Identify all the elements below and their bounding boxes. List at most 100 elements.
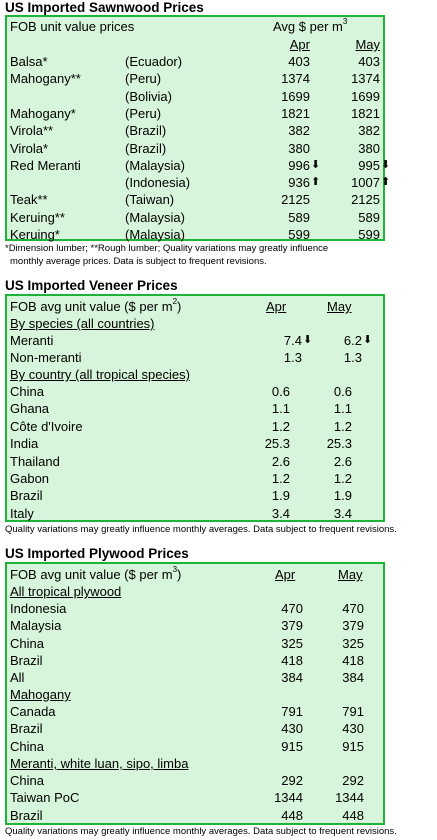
row-may-value: 0.6 bbox=[333, 384, 352, 399]
row-apr-value: 915 bbox=[281, 738, 303, 754]
veneer-col-may: May bbox=[327, 299, 352, 314]
row-apr-value: 1374 bbox=[281, 71, 310, 87]
row-may-value: 470 bbox=[342, 601, 364, 616]
row-country: Indonesia bbox=[10, 601, 67, 616]
table-row: (Bolivia) 1699 1699 bbox=[7, 88, 383, 105]
up-arrow-icon: ⬆ bbox=[381, 176, 391, 189]
veneer-header-left: FOB avg unit value ($ per m2) bbox=[10, 297, 182, 315]
plywood-note: Quality variations may greatly influence… bbox=[5, 826, 397, 837]
table-row: Red Meranti (Malaysia) 996 ⬇ 995 ⬇ bbox=[7, 157, 391, 174]
row-country: Ghana bbox=[10, 401, 50, 417]
row-may-value: 1699 bbox=[351, 88, 380, 104]
table-row: Keruing** (Malaysia) 589 589 bbox=[7, 209, 383, 226]
row-apr-value: 589 bbox=[288, 209, 310, 225]
row-apr-value: 448 bbox=[281, 807, 303, 823]
row-apr-value: 791 bbox=[281, 704, 303, 719]
row-apr-value: 430 bbox=[281, 721, 303, 737]
row-apr-value: 936 ⬆ bbox=[288, 175, 321, 191]
row-apr-value: 380 bbox=[288, 140, 310, 156]
row-may-value: 1.1 bbox=[333, 401, 352, 417]
plywood-col-apr: Apr bbox=[275, 567, 296, 582]
row-country: China bbox=[10, 635, 44, 651]
table-row: Balsa* (Ecuador) 403 403 bbox=[7, 53, 383, 70]
row-may-value: 1.2 bbox=[333, 418, 352, 434]
row-apr-value: 1821 bbox=[281, 105, 310, 121]
row-may-value: 3.4 bbox=[333, 505, 352, 521]
row-species: Non-meranti bbox=[10, 350, 82, 365]
row-may-value: 25.3 bbox=[326, 436, 352, 452]
row-country: (Taiwan) bbox=[125, 192, 175, 208]
row-apr-value: 1699 bbox=[281, 88, 310, 104]
plywood-title: US Imported Plywood Prices bbox=[5, 546, 189, 561]
table-row: All 384 384 bbox=[7, 669, 383, 686]
row-may-value: 2.6 bbox=[333, 453, 352, 469]
row-apr-value: 403 bbox=[288, 54, 310, 69]
col-apr: Apr bbox=[289, 37, 310, 52]
row-apr-value: 7.4 ⬇ bbox=[283, 333, 313, 348]
row-product: Red Meranti bbox=[10, 157, 81, 173]
row-product: Virola** bbox=[10, 123, 54, 139]
row-may-value: 915 bbox=[342, 738, 364, 754]
row-country: Brazil bbox=[10, 488, 43, 504]
row-may-value: 1.9 bbox=[333, 488, 352, 504]
sawnwood-note-1: *Dimension lumber; **Rough lumber; Quali… bbox=[5, 243, 329, 254]
row-country: All bbox=[10, 670, 25, 686]
row-may-value: 995 ⬇ bbox=[358, 157, 391, 173]
row-apr-value: 25.3 bbox=[264, 436, 290, 452]
row-product: Keruing* bbox=[10, 227, 60, 242]
table-row: Thailand 2.6 2.6 bbox=[7, 453, 383, 470]
row-country: (Malaysia) bbox=[125, 209, 185, 225]
row-country: Brazil bbox=[10, 721, 43, 737]
row-country: (Malaysia) bbox=[125, 157, 185, 173]
row-country: (Brazil) bbox=[125, 140, 167, 156]
veneer-note: Quality variations may greatly influence… bbox=[5, 524, 397, 535]
row-country: Côte d'Ivoire bbox=[10, 418, 83, 434]
table-row: Gabon 1.2 1.2 bbox=[7, 470, 383, 487]
row-country: (Malaysia) bbox=[125, 227, 185, 242]
row-product: Virola* bbox=[10, 140, 49, 156]
row-apr-value: 1344 bbox=[274, 790, 303, 806]
sawnwood-header-left: FOB unit value prices bbox=[10, 19, 135, 34]
veneer-group-country: By country (all tropical species) bbox=[10, 367, 190, 382]
table-row: Teak** (Taiwan) 2125 2125 bbox=[7, 191, 383, 208]
plywood-table: FOB avg unit value ($ per m3) Apr May Al… bbox=[5, 562, 385, 825]
row-species: Meranti bbox=[10, 333, 54, 348]
row-may-value: 1344 bbox=[335, 790, 364, 806]
plywood-group-all: All tropical plywood bbox=[10, 584, 122, 599]
table-row: Mahogany** (Peru) 1374 1374 bbox=[7, 70, 383, 87]
row-country: (Bolivia) bbox=[125, 88, 172, 104]
row-apr-value: 0.6 bbox=[271, 384, 290, 399]
row-apr-value: 1.9 bbox=[271, 488, 290, 504]
row-product: Mahogany* bbox=[10, 105, 76, 121]
sawnwood-table: FOB unit value prices Avg $ per m3 Apr M… bbox=[5, 15, 391, 242]
veneer-group-species: By species (all countries) bbox=[10, 316, 155, 331]
table-row: India 25.3 25.3 bbox=[7, 435, 383, 452]
row-apr-value: 418 bbox=[281, 652, 303, 668]
table-row: China 0.6 0.6 bbox=[7, 383, 383, 400]
table-row: China 292 292 bbox=[7, 772, 383, 789]
row-apr-value: 1.2 bbox=[271, 418, 290, 434]
down-arrow-icon: ⬇ bbox=[381, 158, 391, 171]
row-country: Malaysia bbox=[10, 618, 62, 634]
table-row: Virola** (Brazil) 382 382 bbox=[7, 122, 383, 139]
veneer-header: FOB avg unit value ($ per m2) Apr May bbox=[7, 298, 383, 315]
down-arrow-icon: ⬇ bbox=[363, 334, 373, 346]
sawnwood-header-right: Avg $ per m3 bbox=[273, 17, 348, 35]
table-row: Italy 3.4 3.4 bbox=[7, 505, 383, 522]
row-may-value: 791 bbox=[342, 704, 364, 719]
row-apr-value: 325 bbox=[281, 635, 303, 651]
row-apr-value: 292 bbox=[281, 773, 303, 788]
row-apr-value: 2125 bbox=[281, 192, 310, 208]
plywood-group-mahogany: Mahogany bbox=[10, 687, 71, 702]
row-may-value: 2125 bbox=[351, 192, 380, 208]
row-may-value: 1.3 bbox=[343, 350, 362, 365]
table-row: Mahogany* (Peru) 1821 1821 bbox=[7, 105, 383, 122]
row-may-value: 1821 bbox=[351, 105, 380, 121]
row-apr-value: 1.1 bbox=[271, 401, 290, 417]
veneer-table: FOB avg unit value ($ per m2) Apr May By… bbox=[5, 294, 385, 522]
row-may-value: 292 bbox=[342, 773, 364, 788]
table-row: Malaysia 379 379 bbox=[7, 617, 383, 634]
plywood-group-meranti: Meranti, white luan, sipo, limba bbox=[10, 756, 189, 771]
row-may-value: 448 bbox=[342, 807, 364, 823]
table-row: Meranti 7.4 ⬇ 6.2 ⬇ bbox=[7, 332, 383, 349]
